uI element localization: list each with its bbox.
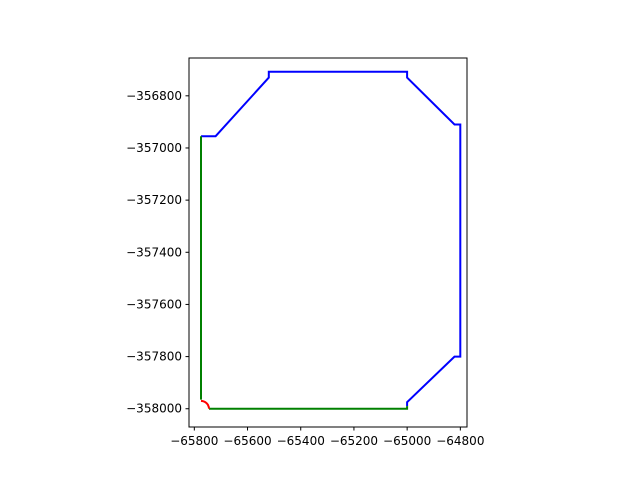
x-tick-label: −65600 <box>223 434 271 448</box>
y-tick-label: −357400 <box>126 245 182 259</box>
y-axis-ticks: −356800 −357000 −357200 −357400 −357600 −3578… <box>126 89 189 416</box>
x-tick-label: −65000 <box>383 434 431 448</box>
x-tick-label: −64800 <box>436 434 484 448</box>
series-layer <box>200 70 462 410</box>
x-tick-label: −65400 <box>277 434 325 448</box>
y-tick-label: −358000 <box>126 402 182 416</box>
x-tick-label: −65800 <box>170 434 218 448</box>
y-tick-label: −357600 <box>126 297 182 311</box>
x-tick-label: −65200 <box>330 434 378 448</box>
x-axis-ticks: −65800 −65600 −65400 −65200 −65000 −64800 <box>170 427 484 448</box>
axes-frame <box>188 57 468 428</box>
series-line-1 <box>201 70 462 407</box>
y-tick-label: −357000 <box>126 141 182 155</box>
y-tick-label: −357800 <box>126 350 182 364</box>
series-line-4 <box>200 399 210 409</box>
y-tick-label: −357200 <box>126 193 182 207</box>
y-tick-label: −356800 <box>126 89 182 103</box>
series-line-3 <box>209 406 409 410</box>
